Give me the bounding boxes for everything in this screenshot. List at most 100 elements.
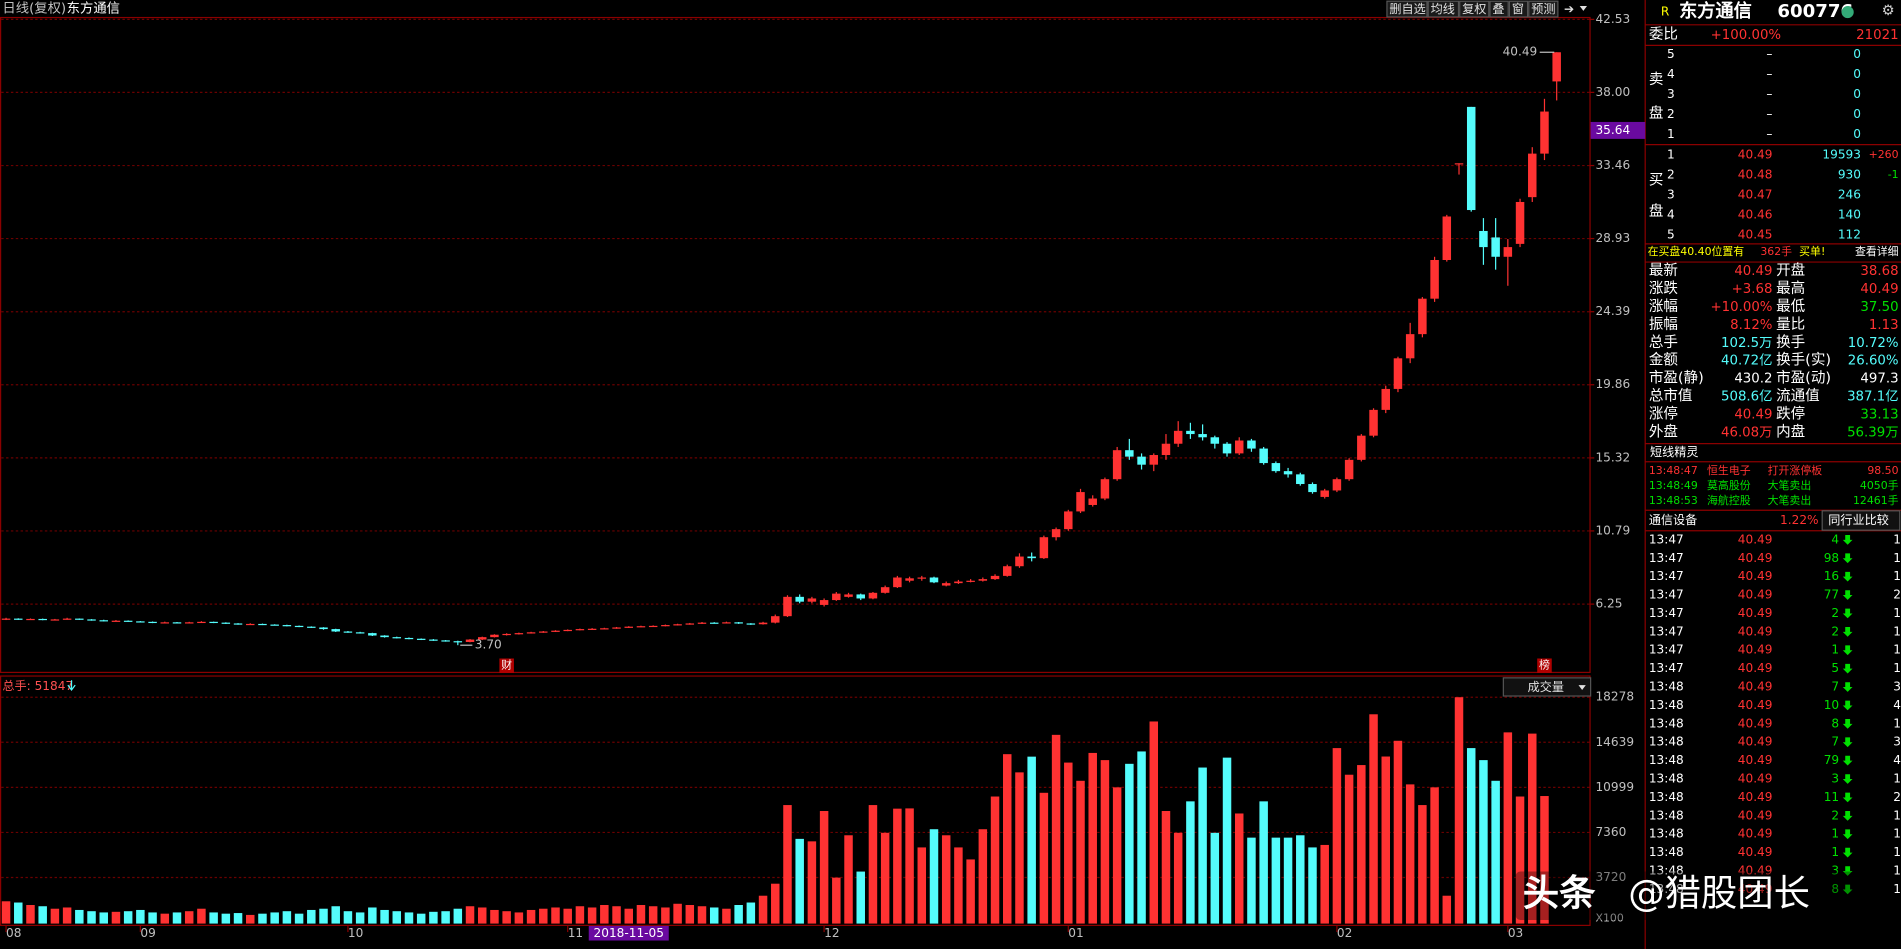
volume-bar [1283, 837, 1293, 924]
stat-value: 430.2 [1734, 372, 1772, 387]
toolbar-button-bg[interactable] [1386, 0, 1428, 18]
volume-bar [160, 913, 170, 924]
price-frame [0, 16, 1591, 674]
stat-value: 1.13 [1869, 318, 1899, 333]
indicator-dropdown[interactable] [1578, 685, 1586, 690]
volume-bar [929, 829, 939, 924]
volume-bar [380, 909, 389, 924]
candle-body [416, 638, 426, 640]
candle-body [38, 618, 47, 621]
x-tick-label: 10 [348, 926, 363, 940]
label: 13:47 [1649, 643, 1684, 657]
label: 40.49 [1738, 551, 1773, 565]
candle-body [868, 592, 878, 599]
volume-bar [38, 906, 47, 924]
volume-bar [62, 907, 72, 924]
volume-bar [709, 907, 719, 924]
volume-bar [880, 832, 890, 924]
volume-bar [600, 905, 609, 924]
toolbar-button-bg[interactable] [1427, 0, 1460, 18]
candle-body [1076, 492, 1085, 512]
compare-tab[interactable] [1821, 510, 1901, 531]
label: 40.49 [1738, 772, 1773, 786]
stat-label: 市盈(静) [1649, 370, 1704, 387]
indicator-select[interactable] [1502, 677, 1592, 697]
label: 1 [1831, 827, 1839, 841]
stat-value: 33.13 [1860, 407, 1898, 422]
candle-body [819, 600, 829, 605]
stat-value: 40.49 [1860, 282, 1898, 297]
y-tick-label: 28.93 [1595, 231, 1630, 245]
tick-arrow [1842, 774, 1853, 784]
label: 40.49 [1738, 624, 1773, 638]
candle-body [209, 621, 218, 624]
volume-bar [734, 905, 743, 924]
candle-body [1369, 409, 1378, 436]
candle-body [1344, 459, 1354, 480]
candle-body [50, 619, 60, 621]
volume-bar [1442, 895, 1452, 924]
candle-body [441, 640, 450, 642]
label: 4 [1893, 753, 1901, 767]
label: 0 [1853, 107, 1861, 121]
candle-body [587, 628, 597, 630]
volume-bar [1039, 792, 1049, 924]
volume-bar [368, 907, 377, 924]
candle-body [1528, 153, 1537, 198]
candle-body [575, 629, 585, 631]
candle-body [307, 626, 316, 628]
candle-body [551, 630, 560, 632]
candle-body [1210, 437, 1220, 444]
label: 4 [1831, 532, 1839, 546]
toolbar-icon[interactable]: ➔ [1564, 2, 1574, 16]
event-marker-bg[interactable] [499, 658, 514, 674]
quote-icon[interactable] [1841, 6, 1854, 19]
label: 0 [1853, 47, 1861, 61]
toolbar-button-bg[interactable] [1528, 0, 1559, 18]
toolbar-button[interactable]: 删自选 [1389, 2, 1425, 16]
toolbar-button[interactable]: 均线 [1431, 2, 1455, 16]
label: 13:47 [1649, 624, 1684, 638]
candle-body [75, 618, 84, 620]
toolbar-button[interactable]: 复权 [1462, 2, 1486, 16]
candle-body [319, 627, 328, 630]
candle-body [62, 618, 72, 620]
event-marker-bg[interactable] [1537, 658, 1552, 674]
label: – [1766, 127, 1772, 141]
toolbar-button[interactable]: 窗 [1512, 2, 1524, 16]
candle-body [1308, 484, 1317, 493]
volume-bar [954, 847, 963, 924]
volume-bar [465, 906, 475, 924]
indicator-label[interactable]: 成交量 [1528, 679, 1564, 694]
event-marker[interactable]: 榜 [1539, 658, 1550, 672]
compare-tab-label[interactable]: 同行业比较 [1828, 512, 1889, 527]
toolbar-button-bg[interactable] [1459, 0, 1490, 18]
toolbar-button[interactable]: 预测 [1531, 2, 1555, 16]
volume-bar [233, 913, 243, 924]
detail-link[interactable]: 查看详细 [1855, 244, 1899, 258]
volume-bar [673, 903, 682, 924]
candle-body [380, 635, 389, 638]
toolbar-button-bg[interactable] [1489, 0, 1509, 18]
candle-body [1161, 443, 1171, 456]
candle-body [1051, 529, 1061, 538]
settings-icon[interactable]: ⚙ [1882, 3, 1895, 19]
tick-arrow [1842, 663, 1853, 674]
label: – [1766, 87, 1772, 101]
watermark: 头条 [1523, 872, 1596, 915]
label: 0 [1853, 127, 1861, 141]
candle-body [636, 626, 646, 628]
toolbar-dropdown[interactable] [1579, 6, 1587, 11]
toolbar-button[interactable]: 叠 [1492, 2, 1504, 16]
label: 362手 [1760, 244, 1792, 258]
toolbar-button-bg[interactable] [1508, 0, 1529, 18]
label: 13:48 [1649, 864, 1684, 878]
y-tick-label: 33.46 [1595, 158, 1630, 172]
candle-body [1003, 566, 1012, 576]
candle-body [941, 583, 951, 586]
event-marker[interactable]: 财 [501, 658, 512, 672]
volume-bar [1344, 774, 1354, 924]
label: 40.49 [1738, 882, 1773, 896]
candle-body [990, 575, 1000, 580]
volume-bar [1100, 760, 1110, 924]
